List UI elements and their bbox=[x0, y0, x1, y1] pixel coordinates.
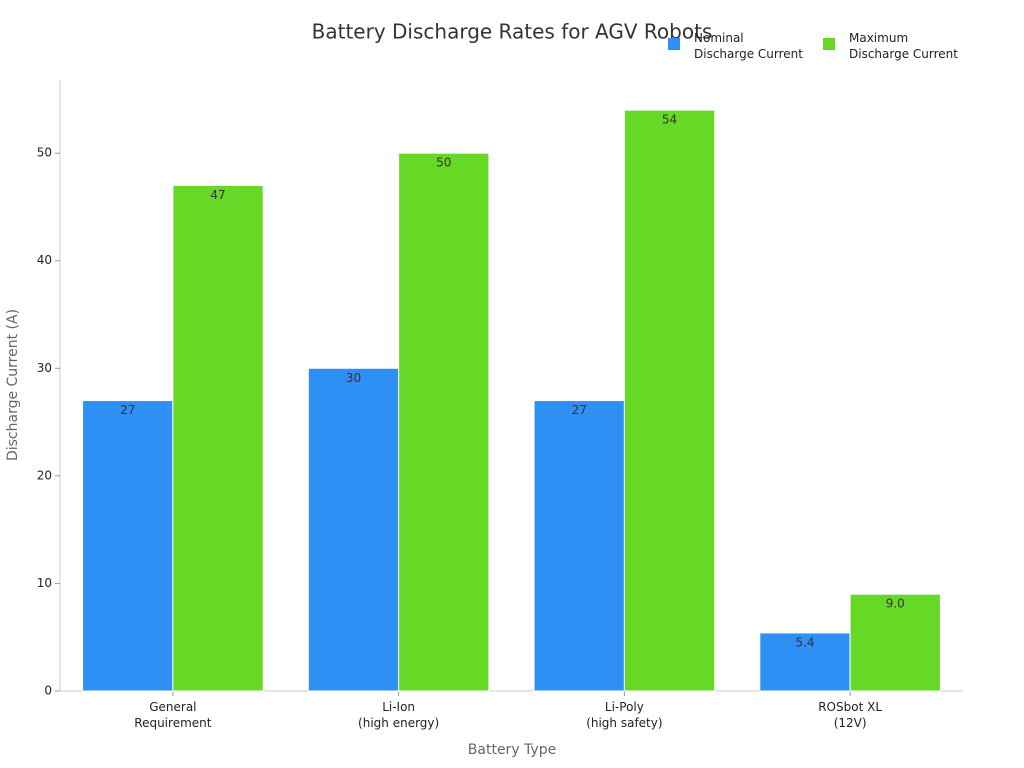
bar bbox=[172, 184, 264, 692]
y-tick-label: 50 bbox=[37, 146, 52, 160]
y-tick-label: 0 bbox=[44, 684, 52, 698]
data-label: 9.0 bbox=[886, 597, 905, 611]
data-label: 47 bbox=[210, 188, 225, 202]
legend-label: Nominal Discharge Current bbox=[694, 31, 803, 61]
bar bbox=[307, 367, 400, 692]
data-label: 50 bbox=[436, 156, 451, 170]
legend-swatch bbox=[823, 38, 835, 50]
bar bbox=[849, 593, 941, 692]
legend-swatch bbox=[668, 38, 680, 50]
x-tick-label: Li-Poly (high safety) bbox=[586, 700, 663, 730]
x-tick-label: ROSbot XL (12V) bbox=[818, 700, 883, 730]
data-label: 5.4 bbox=[795, 635, 814, 649]
y-axis-title: Discharge Current (A) bbox=[5, 309, 21, 461]
x-axis-title: Battery Type bbox=[468, 742, 556, 758]
bar bbox=[533, 400, 625, 692]
bar bbox=[398, 152, 490, 692]
x-tick-label: Li-Ion (high energy) bbox=[358, 700, 440, 730]
y-tick-label: 10 bbox=[37, 576, 52, 590]
bar bbox=[759, 632, 851, 692]
bar bbox=[82, 400, 174, 692]
legend-label: Maximum Discharge Current bbox=[849, 31, 958, 61]
data-label: 27 bbox=[120, 403, 135, 417]
x-tick-label: General Requirement bbox=[134, 700, 212, 730]
chart-title: Battery Discharge Rates for AGV Robots bbox=[312, 20, 713, 44]
data-label: 30 bbox=[346, 371, 361, 385]
data-label: 54 bbox=[662, 113, 677, 127]
y-tick-label: 30 bbox=[37, 361, 52, 375]
bar bbox=[623, 109, 716, 692]
y-tick-label: 40 bbox=[37, 253, 52, 267]
y-tick-label: 20 bbox=[37, 468, 52, 482]
data-label: 27 bbox=[572, 403, 587, 417]
